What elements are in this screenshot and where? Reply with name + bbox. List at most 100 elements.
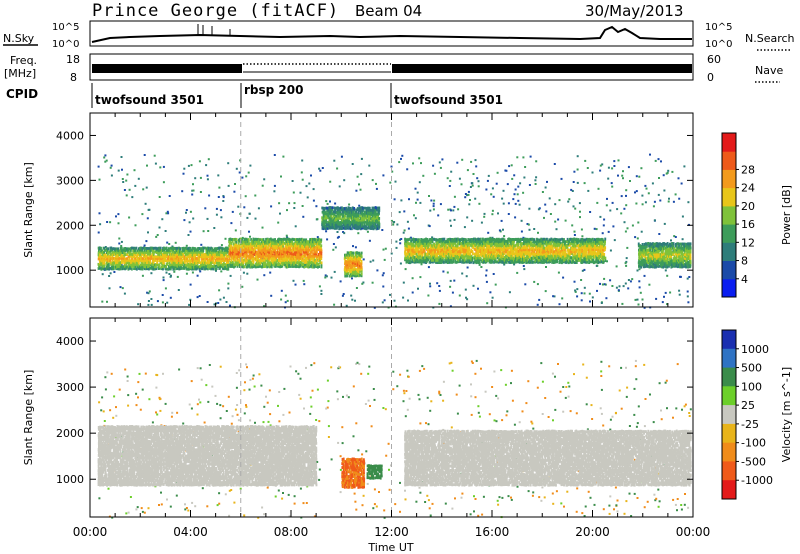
speckle-cell xyxy=(503,190,505,192)
speckle-cell xyxy=(626,247,628,249)
speckle-cell xyxy=(383,272,385,274)
speckle-cell xyxy=(579,216,581,218)
speckle-cell xyxy=(208,158,210,160)
speckle-cell xyxy=(169,195,171,197)
speckle-cell xyxy=(150,272,152,274)
speckle-cell xyxy=(623,208,625,210)
speckle-cell xyxy=(683,165,685,167)
speckle-cell xyxy=(508,165,510,167)
speckle-cell xyxy=(678,198,680,200)
speckle-cell xyxy=(434,173,436,175)
speckle-cell xyxy=(635,299,637,301)
speckle-cell xyxy=(121,156,123,158)
speckle-cell xyxy=(400,263,402,265)
speckle-cell xyxy=(118,222,120,224)
speckle-cell xyxy=(170,297,172,299)
speckle-cell xyxy=(537,232,539,234)
speckle-cell xyxy=(523,265,525,267)
speckle-cell xyxy=(190,211,192,213)
speckle-cell xyxy=(392,224,394,226)
speckle-cell xyxy=(634,191,636,193)
speckle-cell xyxy=(480,266,482,268)
speckle-cell xyxy=(145,203,147,205)
speckle-cell xyxy=(503,235,505,237)
speckle-cell xyxy=(523,268,525,270)
echo-cell xyxy=(320,239,322,242)
speckle-cell xyxy=(146,187,148,189)
speckle-cell xyxy=(334,203,336,205)
scatter-speckle xyxy=(98,154,691,309)
speckle-cell xyxy=(648,284,650,286)
speckle-cell xyxy=(227,283,229,285)
speckle-cell xyxy=(207,218,209,220)
speckle-cell xyxy=(488,175,490,177)
speckle-cell xyxy=(621,195,623,197)
speckle-cell xyxy=(303,280,305,282)
speckle-cell xyxy=(115,215,117,217)
speckle-cell xyxy=(568,198,570,200)
speckle-cell xyxy=(302,179,304,181)
speckle-cell xyxy=(122,287,124,289)
speckle-cell xyxy=(665,269,667,271)
speckle-cell xyxy=(501,198,503,200)
speckle-cell xyxy=(319,285,321,287)
echo-cell xyxy=(235,241,237,244)
cpid-segment-1: rbsp 200 xyxy=(244,83,303,97)
echo-cell xyxy=(480,238,482,241)
speckle-cell xyxy=(243,272,245,274)
speckle-cell xyxy=(658,158,660,160)
speckle-cell xyxy=(355,190,357,192)
speckle-cell xyxy=(433,205,435,207)
station-title: Prince George (fitACF) xyxy=(92,1,339,21)
speckle-cell xyxy=(99,212,101,214)
speckle-cell xyxy=(183,173,185,175)
speckle-cell xyxy=(447,209,449,211)
speckle-cell xyxy=(567,201,569,203)
speckle-cell xyxy=(491,213,493,215)
speckle-cell xyxy=(606,204,608,206)
speckle-cell xyxy=(523,177,525,179)
speckle-cell xyxy=(225,238,227,240)
speckle-cell xyxy=(472,185,474,187)
speckle-cell xyxy=(205,164,207,166)
speckle-cell xyxy=(382,274,384,276)
speckle-cell xyxy=(668,201,670,203)
speckle-cell xyxy=(376,188,378,190)
speckle-cell xyxy=(148,300,150,302)
speckle-cell xyxy=(109,287,111,289)
speckle-cell xyxy=(492,187,494,189)
speckle-cell xyxy=(625,231,627,233)
speckle-cell xyxy=(135,224,137,226)
speckle-cell xyxy=(574,208,576,210)
speckle-cell xyxy=(418,157,420,159)
speckle-cell xyxy=(554,203,556,205)
speckle-cell xyxy=(466,298,468,300)
speckle-cell xyxy=(270,205,272,207)
speckle-cell xyxy=(497,212,499,214)
speckle-cell xyxy=(334,271,336,273)
speckle-cell xyxy=(517,193,519,195)
echo-band xyxy=(98,247,230,271)
speckle-cell xyxy=(185,212,187,214)
speckle-cell xyxy=(461,273,463,275)
speckle-cell xyxy=(581,299,583,301)
speckle-cell xyxy=(191,194,193,196)
speckle-cell xyxy=(281,290,283,292)
speckle-cell xyxy=(188,304,190,306)
speckle-cell xyxy=(438,285,440,287)
speckle-cell xyxy=(454,219,456,221)
speckle-cell xyxy=(223,196,225,198)
speckle-cell xyxy=(216,208,218,210)
speckle-cell xyxy=(129,189,131,191)
echo-band xyxy=(404,238,606,265)
speckle-cell xyxy=(420,162,422,164)
speckle-cell xyxy=(197,296,199,298)
speckle-cell xyxy=(658,233,660,235)
speckle-cell xyxy=(666,173,668,175)
speckle-cell xyxy=(490,193,492,195)
speckle-cell xyxy=(372,260,374,262)
speckle-cell xyxy=(190,231,192,233)
speckle-cell xyxy=(483,216,485,218)
speckle-cell xyxy=(440,203,442,205)
speckle-cell xyxy=(469,199,471,201)
